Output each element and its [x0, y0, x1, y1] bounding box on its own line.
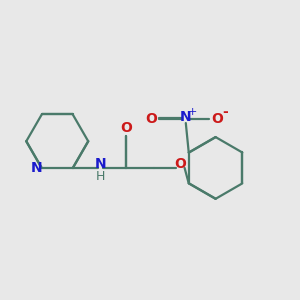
Text: O: O [212, 112, 224, 126]
Text: O: O [174, 158, 186, 171]
Text: O: O [145, 112, 157, 126]
Text: N: N [180, 110, 192, 124]
Text: O: O [120, 121, 132, 135]
Text: N: N [94, 158, 106, 171]
Text: -: - [222, 105, 227, 119]
Text: +: + [188, 107, 197, 117]
Text: N: N [31, 161, 42, 175]
Text: H: H [95, 170, 105, 183]
